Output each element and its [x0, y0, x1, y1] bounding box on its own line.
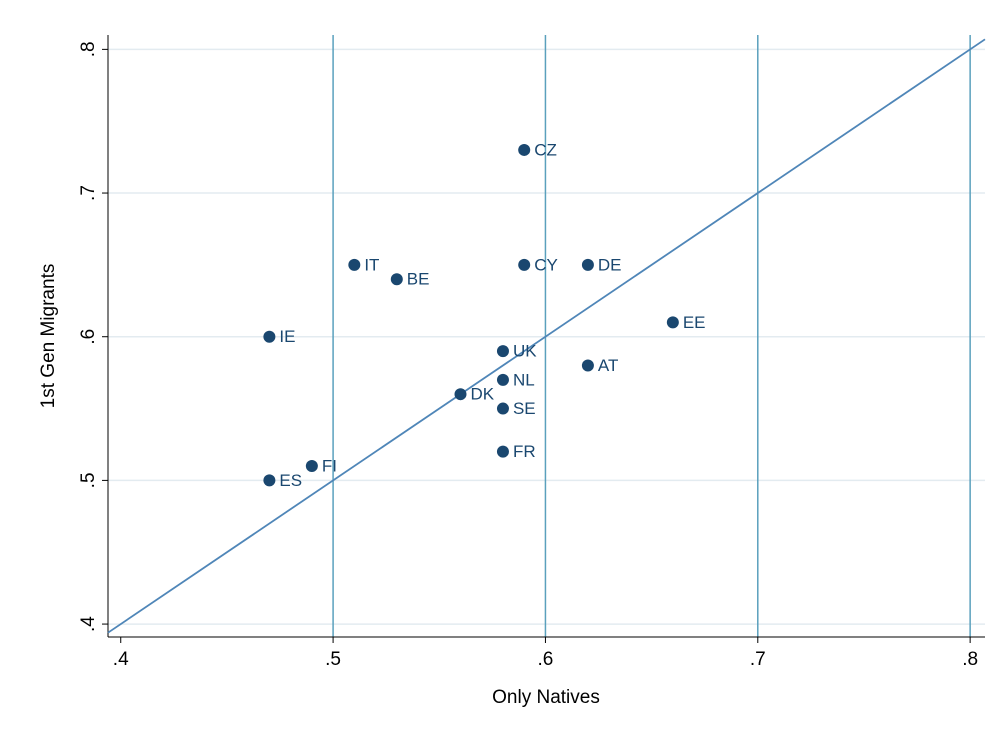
- point: [496, 373, 509, 386]
- point: [263, 474, 276, 487]
- point: [496, 445, 509, 458]
- point-label: NL: [513, 370, 535, 389]
- y-tick-label: .5: [78, 472, 99, 488]
- y-tick-label: .6: [78, 329, 99, 345]
- point-label: AT: [598, 356, 618, 375]
- y-axis-label: 1st Gen Migrants: [38, 264, 59, 409]
- point-label: DE: [598, 255, 622, 274]
- point-label: EE: [683, 313, 706, 332]
- point: [666, 316, 679, 329]
- point: [518, 143, 531, 156]
- x-tick-label: .7: [750, 649, 766, 670]
- point: [390, 273, 403, 286]
- point: [348, 258, 361, 271]
- point: [581, 359, 594, 372]
- diagonal-line: [107, 38, 986, 634]
- x-axis-label: Only Natives: [492, 687, 600, 708]
- x-tick-label: .8: [962, 649, 978, 670]
- point-label: FR: [513, 442, 536, 461]
- point-label: BE: [407, 270, 430, 289]
- point-label: CZ: [534, 140, 557, 159]
- point-label: ES: [279, 471, 302, 490]
- point: [305, 460, 318, 473]
- point: [454, 388, 467, 401]
- point: [496, 345, 509, 358]
- point-label: IE: [279, 327, 295, 346]
- point: [496, 402, 509, 415]
- point-label: FI: [322, 457, 337, 476]
- point-label: DK: [470, 385, 494, 404]
- point-label: SE: [513, 399, 536, 418]
- point: [263, 330, 276, 343]
- y-tick-label: .8: [78, 41, 99, 57]
- x-tick-label: .4: [113, 649, 129, 670]
- point-label: IT: [364, 255, 379, 274]
- y-tick-label: .4: [78, 616, 99, 632]
- point-label: CY: [534, 255, 558, 274]
- point: [581, 258, 594, 271]
- x-tick-label: .5: [325, 649, 341, 670]
- x-tick-label: .6: [538, 649, 554, 670]
- y-tick-label: .7: [78, 185, 99, 201]
- point-label: UK: [513, 342, 537, 361]
- point: [518, 258, 531, 271]
